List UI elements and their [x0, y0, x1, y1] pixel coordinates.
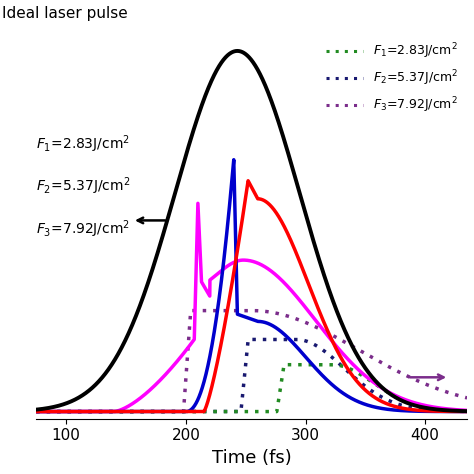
Text: $F_1$=2.83J/cm$^2$: $F_1$=2.83J/cm$^2$ [36, 133, 130, 155]
Text: $F_2$=5.37J/cm$^2$: $F_2$=5.37J/cm$^2$ [36, 176, 131, 197]
Text: $F_3$=7.92J/cm$^2$: $F_3$=7.92J/cm$^2$ [36, 218, 130, 240]
Legend: $F_1$=2.83J/cm$^2$, $F_2$=5.37J/cm$^2$, $F_3$=7.92J/cm$^2$: $F_1$=2.83J/cm$^2$, $F_2$=5.37J/cm$^2$, … [323, 39, 461, 118]
X-axis label: Time (fs): Time (fs) [212, 449, 292, 467]
Text: Ideal laser pulse: Ideal laser pulse [2, 6, 128, 21]
